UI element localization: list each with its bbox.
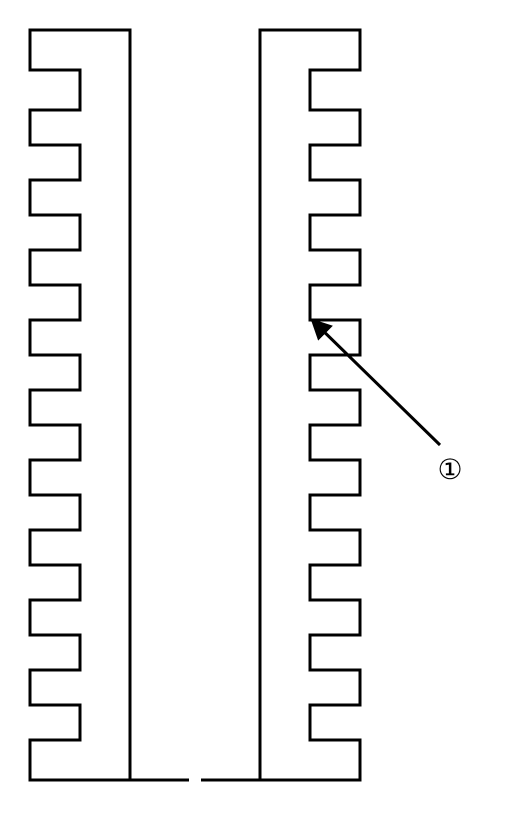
component-outline — [30, 30, 360, 780]
callout-label-1: ① — [437, 453, 462, 487]
